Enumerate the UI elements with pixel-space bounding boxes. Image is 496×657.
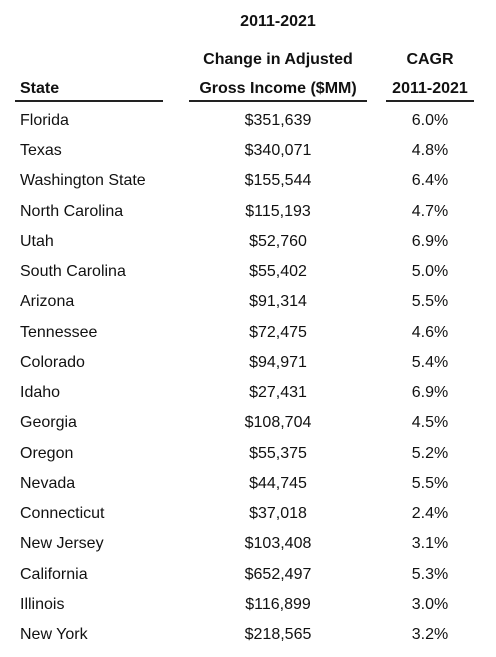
cagr-cell: 5.2% (411, 444, 449, 462)
cagr-cell: 4.8% (411, 142, 449, 160)
state-cell: Illinois (20, 595, 65, 613)
header-rule (386, 100, 474, 102)
state-cell: Connecticut (20, 505, 105, 523)
agi-change-cell: $351,639 (244, 112, 312, 129)
agi-change-cell: $155,544 (244, 172, 312, 190)
state-cell: California (20, 565, 88, 583)
header-text: Change in Adjusted (203, 51, 353, 68)
agi-change-cell: $218,565 (244, 626, 312, 644)
state-cell: Utah (20, 232, 54, 250)
state-cell: New York (20, 626, 88, 644)
state-cell: Oregon (20, 444, 74, 462)
cagr-cell: 6.9% (411, 384, 449, 402)
cagr-cell: 3.0% (411, 595, 449, 613)
state-cell: Idaho (20, 384, 61, 402)
cagr-cell: 6.0% (411, 112, 449, 129)
agi-change-cell: $340,071 (244, 142, 312, 160)
state-cell: South Carolina (20, 263, 126, 281)
cagr-cell: 5.3% (411, 565, 449, 583)
agi-change-cell: $72,475 (249, 323, 307, 341)
agi-change-cell: $44,745 (249, 474, 307, 492)
header-text: CAGR (406, 51, 454, 68)
state-cell: New Jersey (20, 535, 104, 553)
cagr-cell: 6.4% (411, 172, 449, 190)
agi-change-cell: $94,971 (249, 353, 307, 371)
cagr-cell: 2.4% (411, 505, 449, 523)
agi-change-cell: $116,899 (245, 595, 311, 613)
agi-change-cell: $108,704 (244, 414, 312, 432)
cagr-cell: 5.4% (411, 353, 449, 371)
cagr-cell: 6.9% (411, 232, 449, 250)
agi-change-cell: $55,375 (249, 444, 307, 462)
cagr-cell: 5.0% (411, 263, 449, 281)
header-text: Gross Income ($MM) (199, 80, 357, 97)
agi-change-cell: $52,760 (249, 232, 307, 250)
header-rule (189, 100, 367, 102)
header-text: State (20, 80, 60, 97)
agi-change-cell: $103,408 (244, 535, 312, 553)
header-rule (15, 100, 163, 102)
header-text: 2011-2021 (392, 80, 468, 97)
agi-change-cell: $55,402 (249, 263, 307, 281)
agi-change-cell: $115,193 (245, 202, 311, 220)
state-cell: Tennessee (20, 323, 98, 341)
cagr-cell: 5.5% (411, 293, 449, 311)
cagr-cell: 3.2% (411, 626, 449, 644)
state-cell: Georgia (20, 414, 77, 432)
state-cell: Texas (20, 142, 62, 160)
cagr-cell: 3.1% (411, 535, 449, 553)
state-cell: Washington State (20, 172, 146, 190)
agi-change-cell: $91,314 (249, 293, 307, 311)
cagr-cell: 4.6% (411, 323, 449, 341)
state-cell: North Carolina (20, 202, 124, 220)
cagr-cell: 4.7% (411, 202, 449, 220)
agi-change-cell: $652,497 (244, 565, 312, 583)
header-text: 2011-2021 (240, 13, 316, 30)
state-cell: Nevada (20, 474, 76, 492)
cagr-cell: 4.5% (411, 414, 449, 432)
state-cell: Arizona (20, 293, 75, 311)
agi-change-cell: $27,431 (249, 384, 307, 402)
cagr-cell: 5.5% (411, 474, 449, 492)
agi-change-cell: $37,018 (249, 505, 307, 523)
state-cell: Florida (20, 112, 69, 129)
state-cell: Colorado (20, 353, 85, 371)
